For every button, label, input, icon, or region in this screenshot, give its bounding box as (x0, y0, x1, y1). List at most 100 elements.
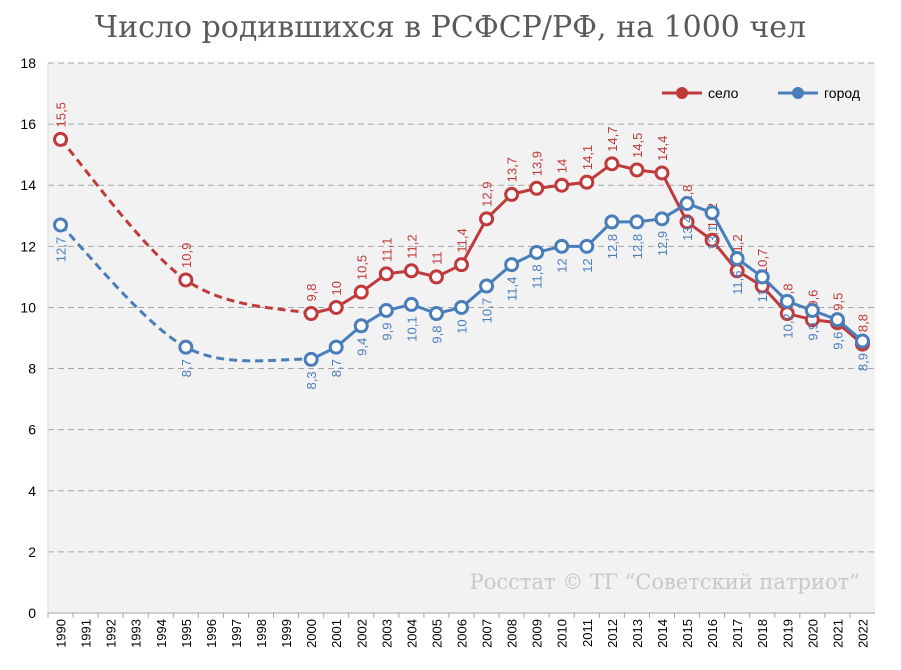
data-label: 9,9 (379, 323, 394, 341)
data-label: 9,6 (805, 290, 820, 308)
data-point (679, 214, 695, 230)
data-point (178, 339, 194, 355)
data-label: 15,5 (54, 102, 69, 127)
data-point (479, 278, 495, 294)
data-point (629, 162, 645, 178)
plot-area (48, 63, 875, 613)
data-label: 10,7 (755, 249, 770, 274)
data-point (679, 196, 695, 212)
data-label: 12,7 (54, 237, 69, 262)
y-tick-label: 6 (28, 422, 36, 438)
x-tick-label: 2000 (304, 619, 319, 648)
x-tick-label: 1990 (54, 619, 69, 648)
data-label: 9,6 (830, 332, 845, 350)
data-label: 13,1 (705, 225, 720, 250)
data-label: 12 (580, 258, 595, 272)
x-tick-label: 2003 (379, 619, 394, 648)
y-tick-label: 12 (20, 238, 36, 254)
y-tick-label: 14 (20, 177, 36, 193)
data-point (303, 306, 319, 322)
x-tick-label: 2008 (505, 619, 520, 648)
x-tick-label: 2001 (329, 619, 344, 648)
legend-marker (676, 87, 688, 99)
x-tick-label: 1994 (154, 619, 169, 648)
data-point (53, 131, 69, 147)
x-tick-label: 2021 (830, 619, 845, 648)
data-label: 8,8 (855, 314, 870, 332)
x-axis: 1990 1991 1992 1993 1994 1995 1996 1997 1998 1999… (47, 63, 875, 648)
data-point (579, 174, 595, 190)
data-label: 11,4 (455, 228, 470, 252)
data-point (378, 303, 394, 318)
data-label: 14,4 (655, 136, 670, 161)
data-label: 12,9 (480, 182, 495, 207)
series-gorod: 12,7 8,7 8,3 8,7 9,4 9,9 10,1 9,8 10 10,7 11,4 11,8… (53, 196, 870, 389)
x-tick-label: 2017 (730, 619, 745, 648)
y-tick-label: 10 (20, 299, 36, 315)
data-label: 9,8 (429, 326, 444, 344)
data-label: 10,7 (480, 298, 495, 323)
x-tick-label: 2018 (755, 619, 770, 648)
data-label: 13,4 (680, 216, 695, 241)
data-label: 14,7 (605, 127, 620, 152)
data-label: 10,5 (354, 255, 369, 280)
series-selo: 15,5 10,9 9,8 10 10,5 11,1 11,2 11 11,4 12,9 13,7 1… (53, 102, 870, 352)
data-label: 10 (329, 281, 344, 295)
data-point (579, 238, 595, 254)
legend-marker (792, 87, 804, 99)
data-point (529, 180, 545, 196)
data-point (403, 296, 419, 312)
data-label: 13,7 (505, 157, 520, 182)
x-tick-label: 1991 (79, 619, 94, 648)
data-label: 12,8 (630, 234, 645, 259)
data-point (804, 303, 820, 318)
data-point (829, 312, 845, 328)
x-tick-label: 2012 (605, 619, 620, 648)
legend-item-gorod: город (778, 85, 860, 101)
legend-label: город (824, 85, 860, 101)
data-label: 8,7 (329, 359, 344, 377)
data-point (178, 272, 194, 288)
data-point (779, 293, 795, 309)
data-point (53, 217, 69, 233)
data-label: 11 (755, 289, 770, 303)
x-tick-label: 1998 (254, 619, 269, 648)
y-tick-label: 2 (28, 544, 36, 560)
data-point (604, 214, 620, 230)
data-point (479, 211, 495, 227)
data-label: 8,7 (179, 359, 194, 377)
data-point (654, 165, 670, 181)
data-point (353, 284, 369, 300)
data-point (704, 232, 720, 248)
data-label: 10,1 (404, 316, 419, 341)
data-label: 11 (429, 251, 444, 265)
data-point (754, 269, 770, 285)
x-tick-label: 1997 (229, 619, 244, 648)
data-label: 11,2 (404, 234, 419, 258)
x-tick-label: 2002 (354, 619, 369, 648)
data-label: 11,6 (730, 271, 745, 295)
x-tick-label: 2011 (580, 619, 595, 647)
series-layer: 15,5 10,9 9,8 10 10,5 11,1 11,2 11 11,4 12,9 13,7 1… (53, 102, 870, 389)
data-point (729, 251, 745, 267)
data-label: 14,1 (580, 145, 595, 170)
data-point (554, 238, 570, 254)
x-tick-label: 1993 (129, 619, 144, 648)
x-tick-label: 2022 (855, 619, 870, 648)
watermark-text: Росстат © ТГ “Советский патриот” (470, 570, 860, 594)
y-tick-label: 8 (28, 361, 36, 377)
data-point (529, 244, 545, 260)
x-tick-label: 2005 (429, 619, 444, 648)
data-label: 14,5 (630, 133, 645, 158)
data-point (328, 299, 344, 315)
x-tick-label: 2020 (805, 619, 820, 648)
data-label: 10 (455, 319, 470, 333)
y-tick-label: 16 (20, 116, 36, 132)
data-label: 8,9 (855, 353, 870, 371)
legend-item-selo: село (662, 85, 739, 101)
data-label: 11,4 (505, 277, 520, 301)
x-tick-label: 1999 (279, 619, 294, 648)
y-axis: 0 2 4 6 8 10 12 14 16 18 (20, 55, 36, 621)
data-point (303, 351, 319, 367)
x-tick-label: 2010 (555, 619, 570, 648)
